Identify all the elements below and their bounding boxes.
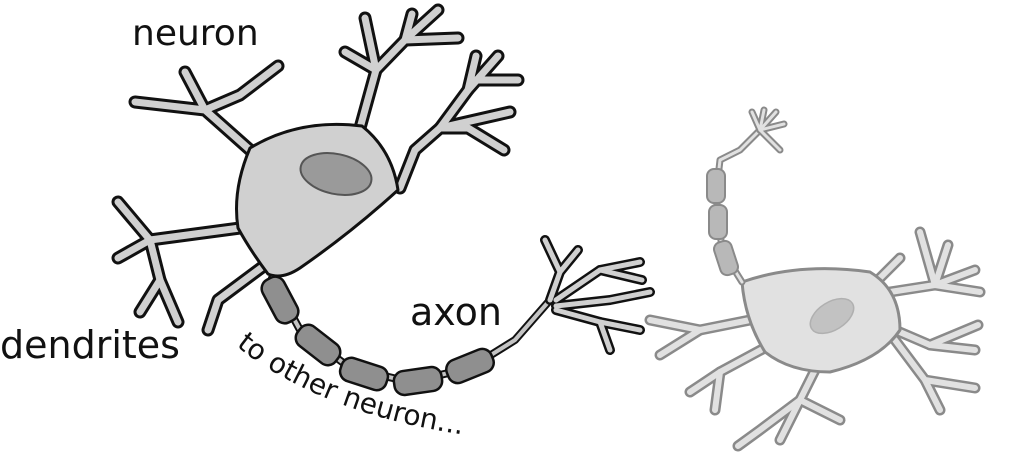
myelin-segment (713, 239, 739, 277)
second-neuron-myelin (706, 168, 739, 277)
myelin-segment (260, 275, 300, 325)
myelin-segment (338, 356, 390, 392)
second-neuron (644, 106, 986, 452)
label-neuron: neuron (132, 13, 259, 54)
second-neuron-dendrites (644, 226, 986, 452)
myelin-segment (392, 365, 444, 397)
main-neuron-nucleus (299, 152, 373, 196)
label-dendrites: dendrites (0, 323, 180, 367)
second-neuron-terminals (748, 106, 788, 154)
axon-terminals (540, 235, 655, 355)
main-neuron-cell-body (235, 122, 400, 278)
label-axon: axon (410, 290, 502, 334)
myelin-sheath (260, 275, 495, 397)
second-neuron-nucleus (809, 297, 855, 335)
myelin-segment (445, 347, 495, 385)
myelin-segment (706, 168, 726, 204)
myelin-segment (294, 323, 342, 367)
main-neuron (111, 3, 655, 397)
myelin-segment (708, 204, 728, 240)
main-neuron-dendrites (111, 3, 525, 337)
